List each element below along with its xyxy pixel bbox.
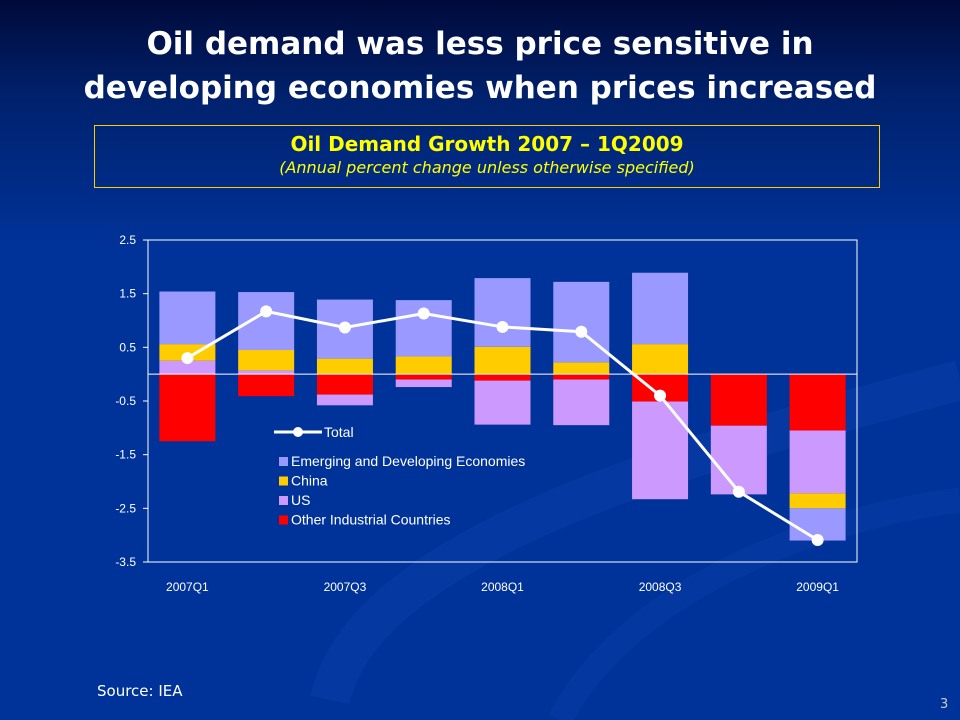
title-line-1: Oil demand was less price sensitive in <box>146 26 814 62</box>
bar-other-industrial-countries <box>710 374 767 426</box>
page-number: 3 <box>940 697 949 712</box>
x-tick-label: 2008Q3 <box>639 580 682 594</box>
bar-china <box>632 344 689 375</box>
bar-other-industrial-countries <box>395 374 452 380</box>
bar-other-industrial-countries <box>159 374 216 442</box>
legend-label: China <box>291 473 328 489</box>
chart-title-box: Oil Demand Growth 2007 – 1Q2009 (Annual … <box>94 125 880 188</box>
bar-emerging-and-developing-economies <box>632 272 689 345</box>
total-point <box>260 305 273 318</box>
legend-swatch <box>279 476 288 486</box>
total-point <box>338 321 351 334</box>
bar-us <box>395 379 452 388</box>
total-point <box>181 352 194 365</box>
bar-us <box>789 430 846 494</box>
bar-other-industrial-countries <box>474 374 531 381</box>
bar-china <box>474 346 531 375</box>
legend-swatch <box>279 457 288 466</box>
y-tick-label: -0.5 <box>115 394 136 408</box>
bar-other-industrial-countries <box>789 374 846 431</box>
bar-emerging-and-developing-economies <box>238 292 295 351</box>
bar-emerging-and-developing-economies <box>159 291 216 345</box>
slide-title: Oil demand was less price sensitive in d… <box>0 22 960 110</box>
bar-china <box>238 350 295 371</box>
x-tick-label: 2007Q3 <box>324 580 367 594</box>
chart-subtitle: (Annual percent change unless otherwise … <box>279 158 695 177</box>
y-tick-label: -1.5 <box>115 448 136 462</box>
legend-label: US <box>291 492 310 508</box>
y-tick-label: -2.5 <box>115 501 136 515</box>
y-tick-label: -3.5 <box>115 555 136 569</box>
bar-us <box>474 380 531 425</box>
bar-us <box>553 379 610 426</box>
total-point <box>811 533 824 546</box>
legend-total-marker <box>293 427 303 437</box>
title-line-2: developing economies when prices increas… <box>83 70 877 106</box>
legend-total-label: Total <box>324 424 354 440</box>
bar-us <box>238 370 295 375</box>
legend-swatch <box>279 515 288 525</box>
y-tick-label: 1.5 <box>119 287 136 301</box>
total-point <box>417 307 430 320</box>
bar-other-industrial-countries <box>316 374 373 395</box>
total-point <box>732 485 745 498</box>
total-point <box>654 389 667 402</box>
bar-other-industrial-countries <box>238 374 295 397</box>
bar-us <box>316 394 373 406</box>
bar-china <box>789 493 846 509</box>
y-tick-label: 0.5 <box>119 340 136 354</box>
x-tick-label: 2009Q1 <box>796 580 839 594</box>
total-point <box>575 325 588 338</box>
bar-emerging-and-developing-economies <box>553 281 610 363</box>
chart-title: Oil Demand Growth 2007 – 1Q2009 <box>290 132 684 156</box>
bar-other-industrial-countries <box>553 374 610 380</box>
bar-china <box>316 358 373 375</box>
bar-china <box>395 356 452 375</box>
total-point <box>496 320 509 333</box>
bar-us <box>159 360 216 375</box>
bar-us <box>710 425 767 495</box>
legend-label: Other Industrial Countries <box>291 512 451 528</box>
legend-swatch <box>279 496 288 505</box>
source-note: Source: IEA <box>97 682 183 700</box>
x-tick-label: 2008Q1 <box>481 580 524 594</box>
bar-china <box>553 362 610 375</box>
bar-emerging-and-developing-economies <box>474 278 531 347</box>
bar-us <box>632 401 689 500</box>
legend-label: Emerging and Developing Economies <box>291 453 525 469</box>
x-tick-label: 2007Q1 <box>166 580 209 594</box>
y-tick-label: 2.5 <box>119 233 136 247</box>
